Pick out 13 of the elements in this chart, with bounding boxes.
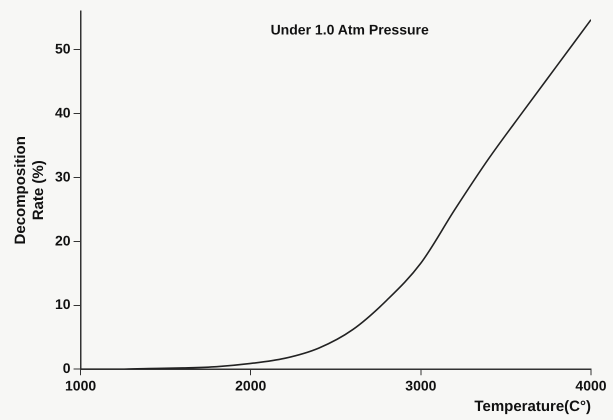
- y-tick-label: 50: [54, 40, 71, 57]
- annotation: Under 1.0 Atm Pressure: [270, 21, 429, 38]
- x-tick-label: 1000: [64, 377, 96, 394]
- x-tick-label: 2000: [235, 377, 266, 394]
- y-tick-label: 0: [62, 360, 71, 376]
- y-tick-label: 40: [54, 104, 71, 120]
- y-tick-label: 30: [54, 168, 71, 184]
- x-tick-label: 4000: [575, 377, 607, 394]
- y-tick-label: 10: [54, 296, 71, 312]
- y-axis-title: Decomposition Rate (%): [12, 136, 48, 244]
- x-tick-label: 3000: [405, 377, 437, 394]
- x-axis-title: Temperature(C°): [474, 398, 591, 416]
- y-tick-label: 20: [54, 232, 71, 248]
